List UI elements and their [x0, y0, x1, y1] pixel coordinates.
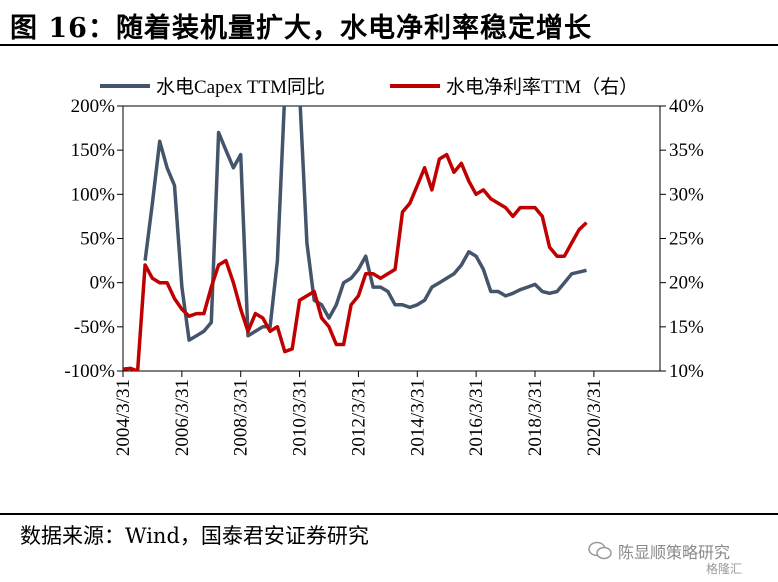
y-axis-left: -100% -50% 0% 50% 100% 150% 200%	[64, 96, 123, 382]
x-tick-label: 2018/3/31	[525, 379, 546, 456]
y-left-tick-label: 0%	[90, 273, 116, 294]
y-right-tick-label: 30%	[669, 184, 704, 205]
y-left-tick-label: 50%	[80, 229, 115, 250]
series-layer	[123, 106, 588, 371]
y-right-tick-label: 25%	[669, 229, 704, 250]
chart-canvas: 水电Capex TTM同比 水电净利率TTM（右） -100% -50% 0% 50% 1…	[64, 76, 704, 456]
y-right-tick-label: 20%	[669, 273, 704, 294]
y-right-tick-label: 35%	[669, 140, 704, 161]
y-left-tick-label: 100%	[71, 184, 116, 205]
bottom-rule	[0, 513, 778, 515]
y-left-tick-label: 150%	[71, 140, 116, 161]
watermark: 陈显顺策略研究	[588, 534, 730, 568]
y-left-tick-label: -50%	[74, 317, 115, 338]
margin-line	[123, 152, 588, 371]
logo-text: 格隆汇	[706, 562, 743, 576]
capex-line	[143, 106, 587, 342]
x-tick-label: 2010/3/31	[290, 379, 311, 456]
watermark-text: 陈显顺策略研究	[618, 543, 731, 562]
figure-title: 图 16：随着装机量扩大，水电净利率稳定增长	[10, 13, 592, 44]
y-right-tick-label: 15%	[669, 317, 704, 338]
wechat-icon	[588, 541, 612, 560]
legend: 水电Capex TTM同比 水电净利率TTM（右）	[100, 76, 638, 98]
x-tick-label: 2014/3/31	[407, 379, 428, 456]
x-tick-label: 2006/3/31	[172, 379, 193, 456]
legend-label: 水电Capex TTM同比	[156, 76, 325, 98]
y-left-tick-label: -100%	[64, 361, 115, 382]
x-tick-label: 2012/3/31	[348, 379, 369, 456]
y-right-tick-label: 40%	[669, 96, 704, 117]
x-tick-label: 2016/3/31	[466, 379, 487, 456]
x-axis: 2004/3/31 2006/3/31 2008/3/31 2010/3/31 2012…	[113, 371, 605, 456]
x-tick-label: 2004/3/31	[113, 379, 134, 456]
y-right-tick-label: 10%	[669, 361, 704, 382]
x-tick-label: 2020/3/31	[584, 379, 605, 456]
x-tick-label: 2008/3/31	[231, 379, 252, 456]
source-note: 数据来源：Wind，国泰君安证券研究	[20, 524, 369, 548]
y-axis-right: 10% 15% 20% 25% 30% 35% 40%	[660, 96, 704, 382]
title-rule	[0, 44, 778, 46]
legend-label: 水电净利率TTM（右）	[446, 76, 638, 98]
y-left-tick-label: 200%	[71, 96, 116, 117]
